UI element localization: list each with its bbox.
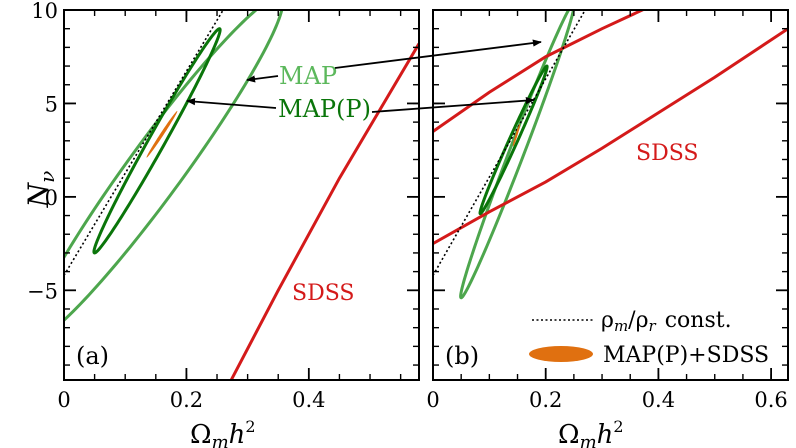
map-callout-label: MAP xyxy=(279,62,337,90)
combined-region-b xyxy=(512,123,520,147)
combined-region-a xyxy=(146,110,178,158)
legend-combined-label: MAP(P)+SDSS xyxy=(603,343,769,368)
const-line-a xyxy=(64,10,224,276)
axes-frame-a xyxy=(63,9,420,381)
map-contour-a xyxy=(64,10,284,323)
y-tick-label: −5 xyxy=(27,279,58,303)
arrow-mapp-left xyxy=(186,98,277,109)
const-line-b xyxy=(433,10,586,276)
panel-label-b: (b) xyxy=(445,342,479,370)
x-tick-label: 0 xyxy=(57,388,70,412)
sdss-label-a: SDSS xyxy=(292,281,354,306)
callout-arrows xyxy=(186,39,542,113)
y-tick-label: 5 xyxy=(45,92,58,116)
map-contour-b xyxy=(459,10,576,300)
y-tick-label: 0 xyxy=(45,186,58,210)
x-axis-label-b: Ωmh2 xyxy=(558,417,624,448)
panel-a: 0 0.2 0.4 −5 0 5 10 (a) SDSS xyxy=(27,0,420,412)
mapp-callout-label: MAP(P) xyxy=(278,95,371,123)
ticks-a: 0 0.2 0.4 −5 0 5 10 xyxy=(27,0,419,412)
arrow-mapp-right xyxy=(371,97,535,113)
x-tick-label: 0.4 xyxy=(292,388,325,412)
arrow-map-right xyxy=(334,39,542,69)
ticks-b: 0 0.2 0.4 0.6 xyxy=(426,9,788,412)
x-tick-label: 0 xyxy=(426,388,439,412)
legend: ρm/ρr const. MAP(P)+SDSS xyxy=(529,308,769,368)
sdss-lower-b xyxy=(433,27,788,245)
arrow-map-left xyxy=(246,75,279,83)
x-tick-label: 0.4 xyxy=(642,388,675,412)
x-tick-label: 0.2 xyxy=(529,388,562,412)
y-tick-label: 10 xyxy=(31,0,58,23)
legend-const-label: ρm/ρr const. xyxy=(601,308,732,335)
sdss-label-b: SDSS xyxy=(636,141,698,166)
x-tick-label: 0.6 xyxy=(754,388,787,412)
x-tick-label: 0.2 xyxy=(170,388,203,412)
x-axis-label-a: Ωmh2 xyxy=(190,417,256,448)
y-axis-label: Nν xyxy=(22,171,59,209)
axes-frame-b xyxy=(432,9,789,381)
mapp-contour-a xyxy=(92,27,222,255)
panel-label-a: (a) xyxy=(76,342,109,370)
legend-combined-swatch xyxy=(529,346,593,362)
